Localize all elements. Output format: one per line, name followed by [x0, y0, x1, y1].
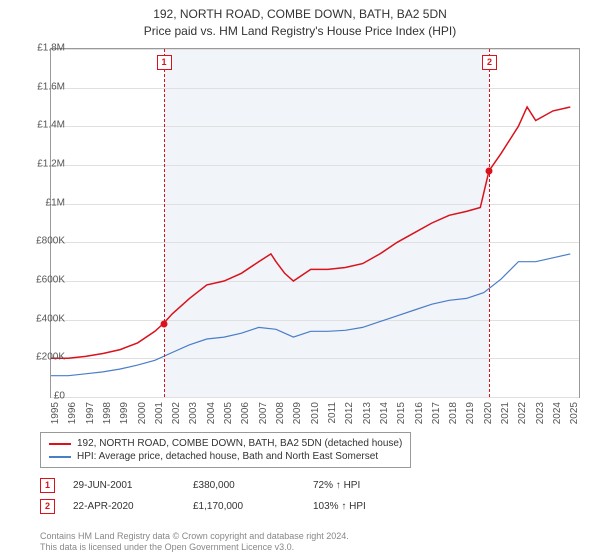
x-axis-label: 2007: [258, 402, 269, 424]
footer-attribution: Contains HM Land Registry data © Crown c…: [40, 531, 349, 554]
legend-item: 192, NORTH ROAD, COMBE DOWN, BATH, BA2 5…: [49, 437, 402, 450]
legend-swatch: [49, 443, 71, 445]
y-axis-label: £1.4M: [37, 120, 65, 131]
y-axis-label: £0: [54, 391, 65, 402]
y-axis-label: £400K: [36, 313, 65, 324]
series-line: [51, 107, 570, 358]
event-date: 29-JUN-2001: [73, 480, 193, 491]
y-axis-label: £600K: [36, 275, 65, 286]
event-delta: 103% ↑ HPI: [313, 501, 433, 512]
sale-events: 1 29-JUN-2001£380,00072% ↑ HPI 2 22-APR-202…: [40, 478, 433, 520]
x-axis-label: 2019: [465, 402, 476, 424]
event-delta: 72% ↑ HPI: [313, 480, 433, 491]
x-axis-label: 2020: [483, 402, 494, 424]
event-price: £1,170,000: [193, 501, 313, 512]
x-axis-label: 2015: [396, 402, 407, 424]
x-axis-label: 2009: [292, 402, 303, 424]
footer-line1: Contains HM Land Registry data © Crown c…: [40, 531, 349, 543]
y-axis-label: £1.6M: [37, 81, 65, 92]
x-axis-label: 2018: [448, 402, 459, 424]
x-axis-label: 2008: [275, 402, 286, 424]
x-axis-label: 2002: [171, 402, 182, 424]
event-marker: 2: [40, 499, 55, 514]
marker-dot: [160, 320, 167, 327]
x-axis-label: 2023: [535, 402, 546, 424]
x-axis-label: 2003: [188, 402, 199, 424]
x-axis-label: 2011: [327, 402, 338, 424]
chart-lines: [51, 49, 579, 397]
legend-swatch: [49, 456, 71, 458]
legend-label: HPI: Average price, detached house, Bath…: [77, 451, 378, 462]
marker-label: 1: [157, 55, 172, 70]
x-axis-label: 1998: [102, 402, 113, 424]
x-axis-label: 2016: [414, 402, 425, 424]
x-axis-label: 2014: [379, 402, 390, 424]
event-marker: 1: [40, 478, 55, 493]
x-axis-label: 2021: [500, 402, 511, 424]
footer-line2: This data is licensed under the Open Gov…: [40, 542, 349, 554]
title-line2: Price paid vs. HM Land Registry's House …: [0, 23, 600, 40]
event-price: £380,000: [193, 480, 313, 491]
legend-item: HPI: Average price, detached house, Bath…: [49, 450, 402, 463]
x-axis-label: 2024: [552, 402, 563, 424]
marker-line: [489, 49, 490, 397]
y-axis-label: £1.2M: [37, 159, 65, 170]
x-axis-label: 2004: [206, 402, 217, 424]
event-row: 2 22-APR-2020£1,170,000103% ↑ HPI: [40, 499, 433, 514]
series-line: [51, 254, 570, 376]
y-axis-label: £1M: [46, 197, 65, 208]
marker-label: 2: [482, 55, 497, 70]
x-axis-label: 2010: [310, 402, 321, 424]
legend-label: 192, NORTH ROAD, COMBE DOWN, BATH, BA2 5…: [77, 438, 402, 449]
price-chart: 12: [50, 48, 580, 398]
y-axis-label: £800K: [36, 236, 65, 247]
chart-title: 192, NORTH ROAD, COMBE DOWN, BATH, BA2 5…: [0, 0, 600, 40]
x-axis-label: 2017: [431, 402, 442, 424]
x-axis-label: 1995: [50, 402, 61, 424]
x-axis-label: 2012: [344, 402, 355, 424]
x-axis-label: 2025: [569, 402, 580, 424]
y-axis-label: £200K: [36, 352, 65, 363]
x-axis-label: 2000: [137, 402, 148, 424]
gridline: [51, 397, 579, 398]
x-axis-label: 2001: [154, 402, 165, 424]
x-axis-label: 2005: [223, 402, 234, 424]
title-line1: 192, NORTH ROAD, COMBE DOWN, BATH, BA2 5…: [0, 6, 600, 23]
legend: 192, NORTH ROAD, COMBE DOWN, BATH, BA2 5…: [40, 432, 411, 468]
x-axis-label: 1996: [67, 402, 78, 424]
x-axis-label: 2022: [517, 402, 528, 424]
y-axis-label: £1.8M: [37, 43, 65, 54]
marker-dot: [485, 167, 492, 174]
x-axis-label: 1997: [85, 402, 96, 424]
event-date: 22-APR-2020: [73, 501, 193, 512]
x-axis-label: 2006: [240, 402, 251, 424]
marker-line: [164, 49, 165, 397]
x-axis-label: 2013: [362, 402, 373, 424]
x-axis-label: 1999: [119, 402, 130, 424]
event-row: 1 29-JUN-2001£380,00072% ↑ HPI: [40, 478, 433, 493]
